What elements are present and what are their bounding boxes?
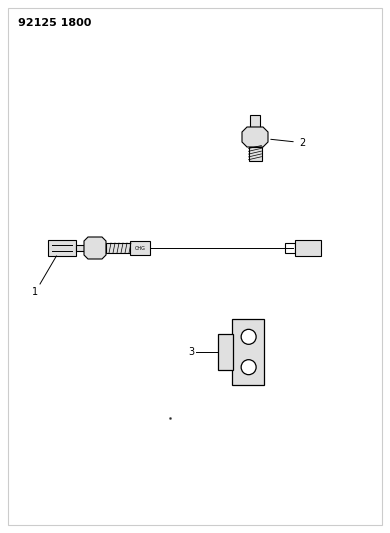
Bar [130, 241, 150, 255]
Circle shape [241, 329, 256, 344]
Text: CHG: CHG [135, 246, 145, 251]
Bar [285, 243, 295, 253]
Text: 3: 3 [188, 347, 194, 357]
Bar [250, 115, 260, 127]
Bar [232, 319, 264, 385]
Text: 1: 1 [32, 287, 38, 297]
Text: 2: 2 [299, 138, 305, 148]
Bar [295, 240, 321, 256]
Bar [248, 147, 262, 161]
Bar [48, 240, 76, 256]
Bar [106, 243, 130, 253]
Polygon shape [242, 127, 268, 147]
Text: 92125 1800: 92125 1800 [18, 18, 91, 28]
Bar [76, 245, 84, 251]
Circle shape [241, 360, 256, 375]
Bar [218, 334, 233, 370]
Polygon shape [84, 237, 106, 259]
